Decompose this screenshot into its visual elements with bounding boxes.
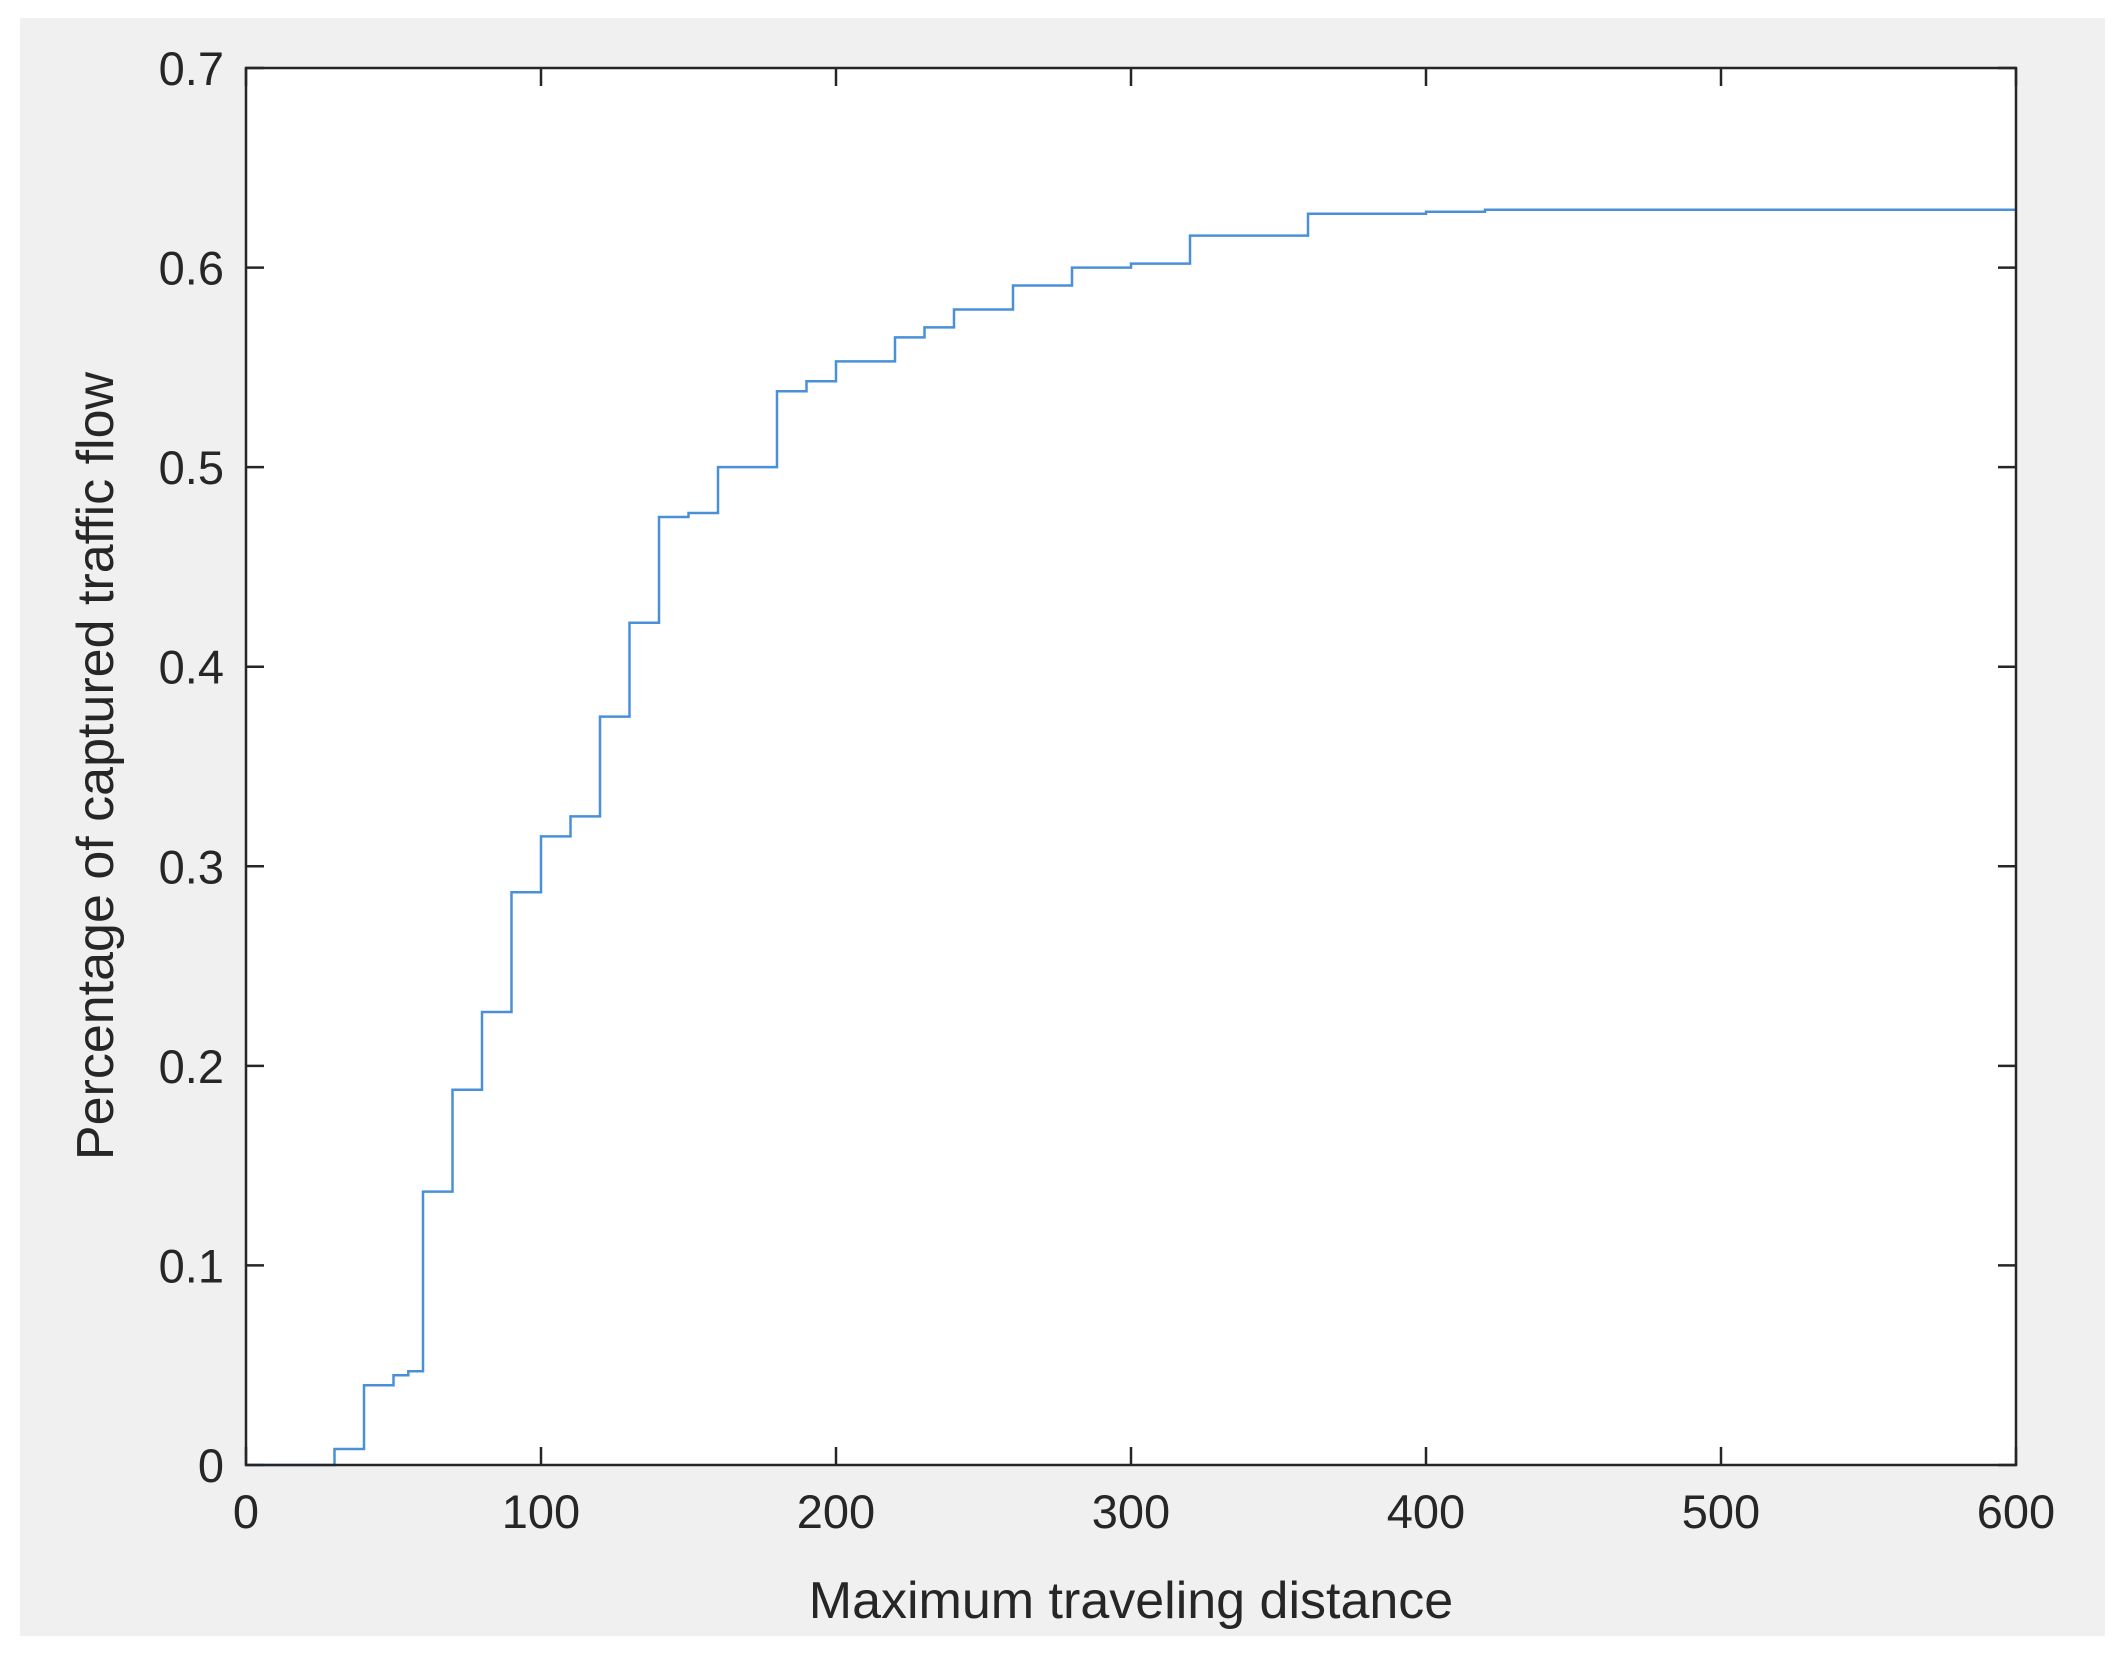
- y-tick-label: 0.7: [159, 42, 224, 95]
- y-tick-labels: 0 0.1 0.2 0.3 0.4 0.5 0.6 0.7: [159, 42, 224, 1492]
- plot-area: [246, 68, 2016, 1465]
- y-tick-label: 0.1: [159, 1239, 224, 1292]
- y-axis-label: Percentage of captured traffic flow: [67, 371, 125, 1160]
- y-tick-label: 0: [198, 1439, 224, 1492]
- y-tick-label: 0.2: [159, 1040, 224, 1093]
- plot-lines: [246, 208, 2016, 1467]
- x-tick-label: 500: [1682, 1485, 1760, 1538]
- y-tick-label: 0.6: [159, 242, 224, 295]
- x-tick-label: 300: [1092, 1485, 1170, 1538]
- x-tick-label: 100: [502, 1485, 580, 1538]
- y-tick-label: 0.4: [159, 641, 224, 694]
- axes-box: [244, 66, 2018, 1467]
- y-tick-label: 0.3: [159, 840, 224, 893]
- series-line: [246, 208, 2016, 1467]
- y-tick-label: 0.5: [159, 441, 224, 494]
- x-tick-label: 600: [1977, 1485, 2055, 1538]
- x-tick-label: 0: [233, 1485, 259, 1538]
- x-axis-label: Maximum traveling distance: [809, 1572, 1453, 1630]
- x-tick-label: 400: [1387, 1485, 1465, 1538]
- x-tick-label: 200: [797, 1485, 875, 1538]
- x-tick-labels: 0 100 200 300 400 500 600: [233, 1485, 2055, 1538]
